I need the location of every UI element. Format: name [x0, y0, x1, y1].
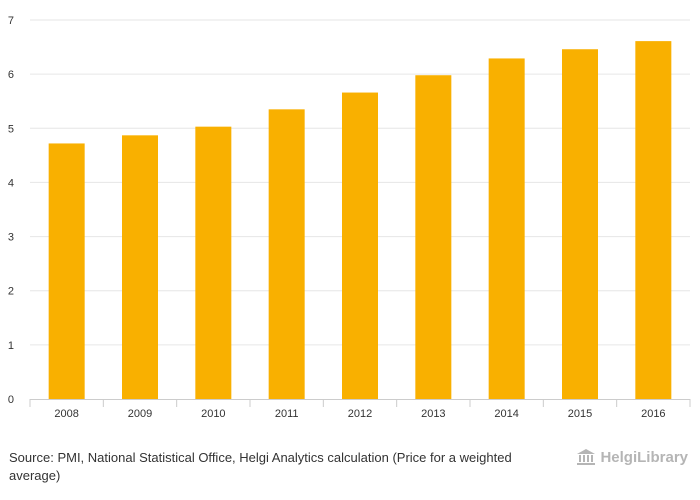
bar-series [48, 41, 672, 400]
source-label: Source: [9, 450, 54, 465]
x-tick-label: 2016 [641, 408, 665, 420]
bar-2010[interactable] [195, 126, 232, 399]
bar-2013[interactable] [415, 75, 452, 400]
x-tick-label: 2015 [568, 408, 592, 420]
x-axis [29, 399, 691, 407]
helgi-library-logo[interactable]: HelgiLibrary [576, 448, 688, 466]
bar-chart: 0 1 2 3 4 5 6 7 2008 2009 2010 2011 2012 2013 2014 201… [8, 15, 691, 420]
y-tick-label: 0 [8, 394, 14, 406]
y-tick-label: 6 [8, 69, 14, 81]
x-tick-label: 2014 [494, 408, 518, 420]
bar-2009[interactable] [122, 135, 158, 399]
y-tick-label: 4 [8, 177, 14, 189]
bar-2008[interactable] [48, 143, 85, 399]
source-note: Source: PMI, National Statistical Office… [9, 449, 529, 485]
x-tick-label: 2008 [54, 408, 78, 420]
x-tick-label: 2009 [128, 408, 152, 420]
bar-2014[interactable] [488, 58, 525, 399]
x-tick-label: 2010 [201, 408, 225, 420]
x-tick-label: 2013 [421, 408, 445, 420]
bar-2012[interactable] [342, 92, 378, 400]
y-tick-label: 1 [8, 340, 14, 352]
library-building-icon [576, 448, 596, 466]
x-tick-label: 2011 [275, 408, 299, 420]
y-axis-ticks: 0 1 2 3 4 5 6 7 [8, 15, 14, 406]
bar-2015[interactable] [562, 49, 598, 399]
bar-2011[interactable] [268, 109, 305, 399]
y-tick-label: 7 [8, 15, 14, 27]
x-tick-label: 2012 [348, 408, 372, 420]
y-tick-label: 3 [8, 232, 14, 244]
y-tick-label: 5 [8, 123, 14, 135]
bar-2016[interactable] [635, 41, 672, 399]
logo-text: HelgiLibrary [600, 448, 688, 466]
y-tick-label: 2 [8, 286, 14, 298]
x-axis-ticks: 2008 2009 2010 2011 2012 2013 2014 2015 2016 [54, 408, 665, 420]
source-text: PMI, National Statistical Office, Helgi … [9, 450, 512, 483]
